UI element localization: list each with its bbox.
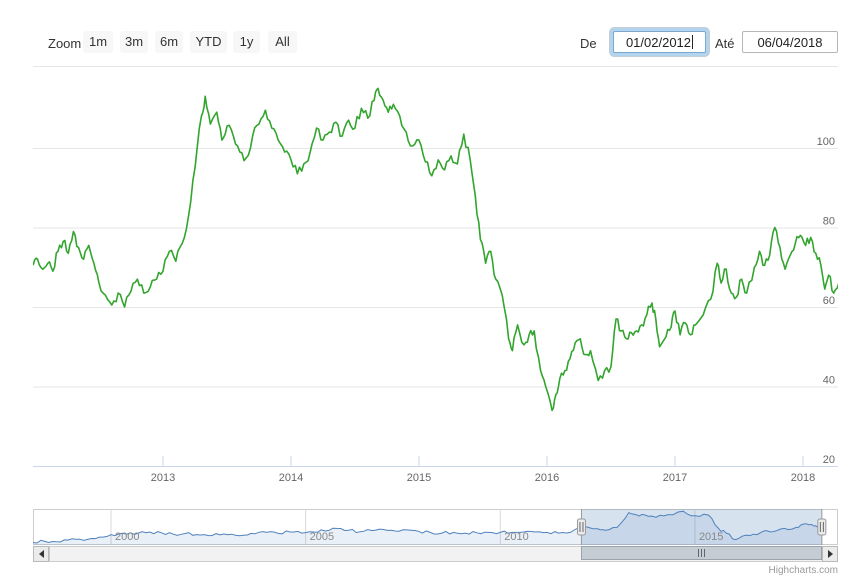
axis-label: 40 <box>823 375 835 387</box>
axis-label: 2010 <box>504 531 528 543</box>
text-caret <box>692 35 694 49</box>
axis-label: 2005 <box>310 531 334 543</box>
range-button-ytd[interactable]: YTD <box>190 31 227 53</box>
range-button-6m[interactable]: 6m <box>155 31 183 53</box>
from-label: De <box>580 36 597 51</box>
range-button-1m[interactable]: 1m <box>83 31 113 53</box>
navigator-line <box>33 510 823 544</box>
from-date-value: 01/02/2012 <box>625 34 692 50</box>
price-line <box>33 87 838 412</box>
right-arrow-icon <box>827 550 833 558</box>
navigator-area <box>33 511 822 545</box>
to-date-input[interactable]: 06/04/2018 <box>742 31 838 53</box>
axis-label: 20 <box>823 454 835 466</box>
left-arrow-icon <box>38 550 44 558</box>
axis-label: 60 <box>823 295 835 307</box>
to-date-value: 06/04/2018 <box>757 34 823 50</box>
axis-label: 2014 <box>279 472 303 484</box>
axis-label: 2000 <box>115 531 139 543</box>
scrollbar <box>33 546 838 562</box>
axis-label: 100 <box>817 136 835 148</box>
zoom-label: Zoom <box>48 36 82 51</box>
range-button-1y[interactable]: 1y <box>233 31 260 53</box>
axis-label: 2013 <box>151 472 175 484</box>
to-label: Até <box>715 36 735 51</box>
axis-label: 2018 <box>791 472 815 484</box>
scrollbar-right-arrow[interactable] <box>822 546 838 562</box>
navigator-outline <box>33 509 838 545</box>
axis-label: 2017 <box>663 472 687 484</box>
range-button-3m[interactable]: 3m <box>120 31 148 53</box>
axis-label: 2015 <box>699 531 723 543</box>
navigator-left-handle[interactable] <box>576 509 586 545</box>
axis-label: 2015 <box>407 472 431 484</box>
scrollbar-thumb[interactable] <box>581 546 822 560</box>
plot-area[interactable] <box>33 63 838 466</box>
range-button-all[interactable]: All <box>268 31 297 53</box>
axis-label: 2016 <box>535 472 559 484</box>
scrollbar-left-arrow[interactable] <box>33 546 49 562</box>
from-date-input[interactable]: 01/02/2012 <box>613 31 706 53</box>
navigator-right-handle[interactable] <box>817 509 827 545</box>
axis-label: 80 <box>823 216 835 228</box>
price-series <box>33 87 838 412</box>
highcharts-credit[interactable]: Highcharts.com <box>768 565 838 576</box>
